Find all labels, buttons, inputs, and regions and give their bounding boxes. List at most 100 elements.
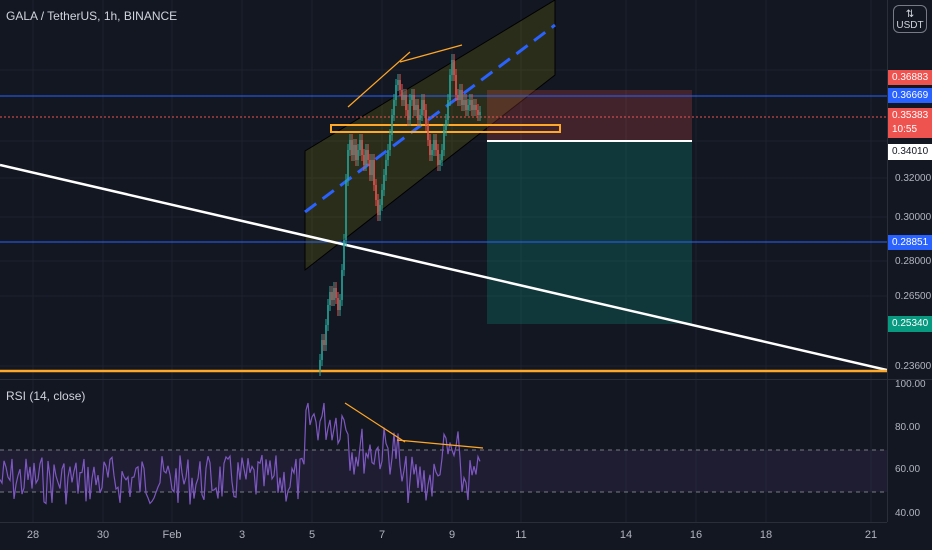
rsi-indicator-title[interactable]: RSI (14, close): [6, 389, 86, 403]
currency-label: USDT: [896, 20, 924, 31]
time-label: 3: [238, 529, 246, 541]
candle-body: [411, 95, 413, 100]
candle-body: [455, 75, 457, 95]
candle-body: [333, 288, 335, 300]
rsi-tick: 100.00: [895, 379, 926, 390]
candle-body: [339, 300, 341, 310]
candle-body: [355, 145, 357, 160]
candle-body: [437, 150, 439, 165]
candle-body: [357, 150, 359, 160]
candle-body: [367, 150, 369, 160]
price-scale[interactable]: 0.32000 0.30000 0.28000 0.26500 0.23600 …: [887, 0, 932, 522]
candle-body: [465, 100, 467, 110]
time-label: 14: [619, 529, 633, 541]
time-label: 9: [448, 529, 456, 541]
time-label: Feb: [162, 529, 182, 541]
candle-body: [343, 240, 345, 270]
candle-body: [321, 340, 323, 360]
price-tick: 0.26500: [895, 291, 932, 302]
candle-body: [477, 110, 479, 115]
rsi-band: [0, 450, 887, 492]
candle-body: [461, 90, 463, 105]
candle-body: [359, 140, 361, 150]
trendline-white: [0, 163, 887, 372]
candle-body: [385, 160, 387, 175]
time-axis[interactable]: 28 30 Feb 3 5 7 9 11 14 16 18 21: [0, 522, 887, 550]
candle-body: [435, 140, 437, 150]
rsi-tick: 40.00: [895, 508, 921, 519]
price-tag-0.25340[interactable]: 0.25340: [888, 316, 932, 332]
short-position-target-zone: [487, 141, 692, 324]
divergence-line-2: [399, 44, 463, 63]
candle-body: [407, 110, 409, 120]
candle-body: [331, 292, 333, 300]
candle-body: [401, 90, 403, 100]
candle-body: [379, 205, 381, 215]
price-tag-0.34010[interactable]: 0.34010: [888, 144, 932, 160]
currency-icon: ⇅: [905, 9, 915, 20]
candle-body: [415, 105, 417, 110]
short-position-stop-zone: [487, 90, 692, 141]
divergence-line-1: [347, 51, 411, 108]
candle-body: [341, 270, 343, 300]
candle-body: [365, 150, 367, 165]
time-label: 7: [378, 529, 386, 541]
time-label: 21: [864, 529, 878, 541]
candle-body: [351, 140, 353, 155]
chart-plot-area[interactable]: [0, 0, 887, 522]
time-label: 30: [96, 529, 110, 541]
candle-body: [327, 305, 329, 325]
candle-body: [319, 360, 321, 370]
price-tick: 0.28000: [895, 256, 932, 267]
candle-body: [449, 75, 451, 100]
candle-body: [421, 100, 423, 115]
candle-countdown: 10:55: [892, 124, 918, 135]
rsi-line: [0, 402, 481, 505]
price-tag-0.36883[interactable]: 0.36883: [888, 70, 932, 85]
candle-body: [443, 130, 445, 150]
candle-body: [473, 105, 475, 110]
candle-body: [335, 288, 337, 298]
candle-body: [391, 115, 393, 135]
candle-body: [417, 105, 419, 120]
candle-body: [467, 105, 469, 110]
candle-body: [375, 185, 377, 200]
candle-body: [475, 105, 477, 110]
pane-separator[interactable]: [0, 379, 932, 380]
time-label: 16: [689, 529, 703, 541]
price-tag-0.28851[interactable]: 0.28851: [888, 235, 932, 250]
rsi-divergence-1: [344, 402, 406, 443]
time-label: 28: [26, 529, 40, 541]
price-tag-0.36669[interactable]: 0.36669: [888, 88, 932, 103]
candle-body: [337, 298, 339, 310]
candle-body: [347, 150, 349, 180]
candle-body: [399, 80, 401, 90]
candle-body: [413, 95, 415, 110]
price-tick: 0.23600: [895, 361, 932, 372]
candle-body: [395, 85, 397, 100]
candle-body: [345, 180, 347, 240]
candle-body: [329, 292, 331, 305]
candle-body: [447, 100, 449, 120]
rsi-tick: 80.00: [895, 422, 921, 433]
candle-body: [361, 140, 363, 155]
candle-body: [371, 160, 373, 175]
price-tick: 0.32000: [895, 173, 932, 184]
candle-body: [425, 110, 427, 125]
candle-body: [353, 145, 355, 155]
candle-body: [423, 100, 425, 110]
candle-body: [373, 160, 375, 185]
currency-button[interactable]: ⇅ USDT: [893, 5, 927, 33]
symbol-title[interactable]: GALA / TetherUS, 1h, BINANCE: [6, 9, 178, 23]
candle-body: [369, 160, 371, 175]
candle-body: [439, 160, 441, 165]
candle-body: [431, 150, 433, 155]
price-tick: 0.30000: [895, 212, 932, 223]
candle-body: [409, 100, 411, 120]
last-price-tag[interactable]: 0.35383 10:55: [888, 108, 932, 138]
time-label: 11: [515, 529, 527, 541]
candle-body: [433, 140, 435, 150]
candle-body: [453, 60, 455, 75]
candle-body: [389, 135, 391, 150]
